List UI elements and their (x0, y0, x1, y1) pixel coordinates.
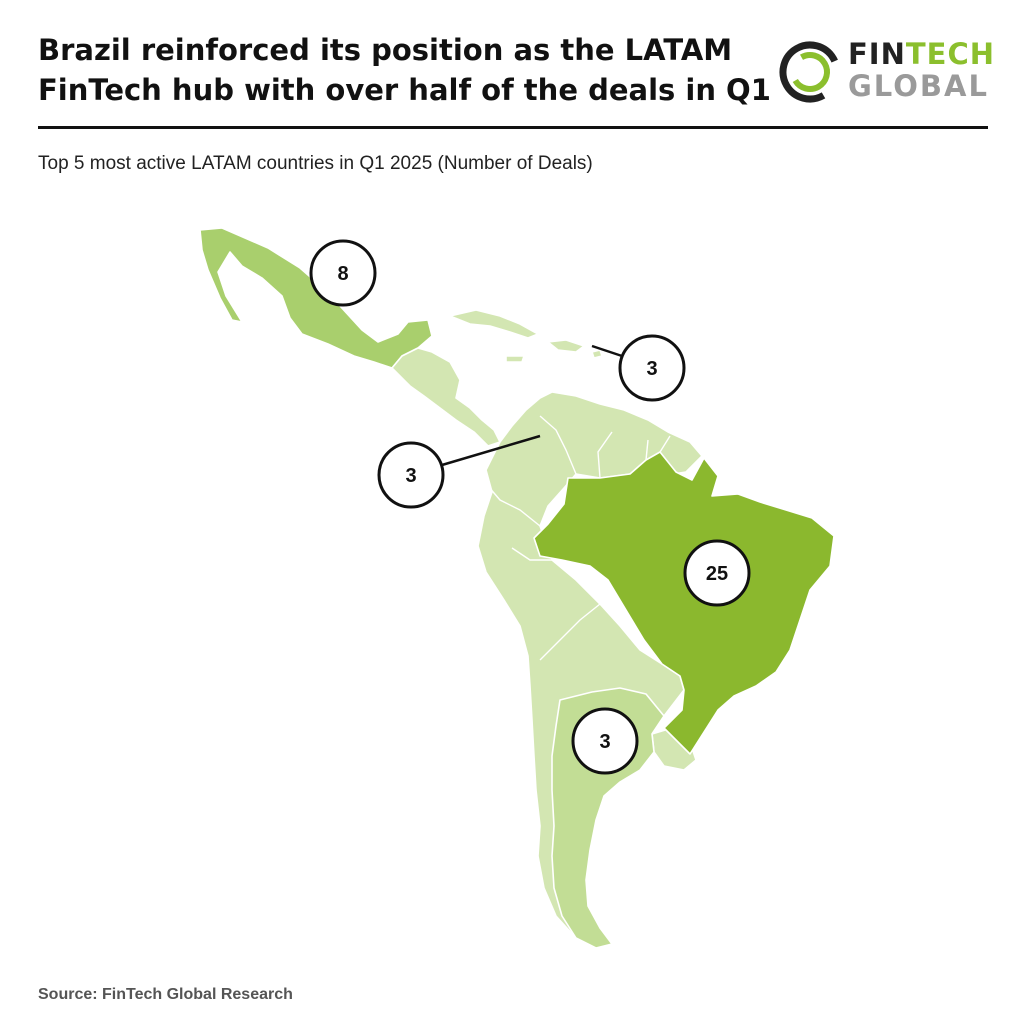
country-mexico (199, 227, 433, 369)
source-note: Source: FinTech Global Research (38, 986, 293, 1003)
region-central-america (391, 347, 501, 447)
callout-colombia: 3 (377, 441, 445, 509)
callout-value-colombia: 3 (405, 465, 416, 487)
map-subtitle: Top 5 most active LATAM countries in Q1 … (38, 153, 593, 174)
logo-word-tech: TECH (905, 37, 996, 71)
leader-line-colombia (441, 434, 541, 467)
leader-line-caribbean (591, 344, 623, 358)
headline: Brazil reinforced its position as the LA… (38, 30, 771, 110)
callout-value-brazil: 25 (706, 563, 728, 585)
country-brazil (533, 451, 835, 755)
callout-value-mexico: 8 (337, 263, 348, 285)
header-divider (38, 126, 988, 129)
country-borders (487, 415, 671, 661)
callout-value-caribbean: 3 (646, 358, 657, 380)
headline-line-2: FinTech hub with over half of the deals … (38, 73, 771, 107)
callout-value-argentina: 3 (599, 731, 610, 753)
logo-word-global: GLOBAL (848, 69, 989, 103)
callout-mexico: 8 (309, 239, 377, 307)
callout-argentina: 3 (571, 707, 639, 775)
fintech-global-logo: FINTECH GLOBAL (778, 32, 996, 112)
callout-brazil: 25 (683, 539, 751, 607)
headline-line-1: Brazil reinforced its position as the LA… (38, 33, 733, 67)
logo-word-fin: FIN (848, 37, 906, 71)
logo-ring-icon (779, 41, 841, 103)
region-caribbean (449, 309, 603, 363)
callout-caribbean: 3 (618, 334, 686, 402)
